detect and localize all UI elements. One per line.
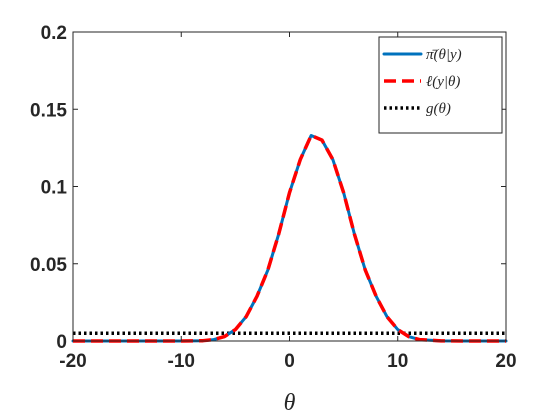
legend: π̄(θ|y) ℓ(y|θ) g(θ) — [378, 36, 503, 134]
x-tick-label: -10 — [168, 351, 195, 372]
y-tick-label: 0.1 — [41, 178, 68, 199]
y-tick-label: 0.15 — [30, 100, 67, 121]
y-tick-label: 0.05 — [30, 255, 67, 276]
x-axis-label: θ — [284, 390, 296, 416]
ticks-layer: -20 -10 0 10 20 0 0.05 0.1 0.15 0.2 — [30, 23, 517, 372]
legend-label-2: ℓ(y|θ) — [426, 74, 460, 90]
x-tick-label: -20 — [59, 351, 86, 372]
legend-label-1: π̄(θ|y) — [426, 47, 462, 63]
legend-label-3: g(θ) — [426, 101, 451, 117]
x-tick-label: 10 — [387, 351, 408, 372]
x-tick-label: 20 — [495, 351, 516, 372]
y-tick-label: 0 — [56, 332, 67, 353]
x-tick-label: 0 — [284, 351, 295, 372]
y-tick-label: 0.2 — [41, 23, 67, 44]
